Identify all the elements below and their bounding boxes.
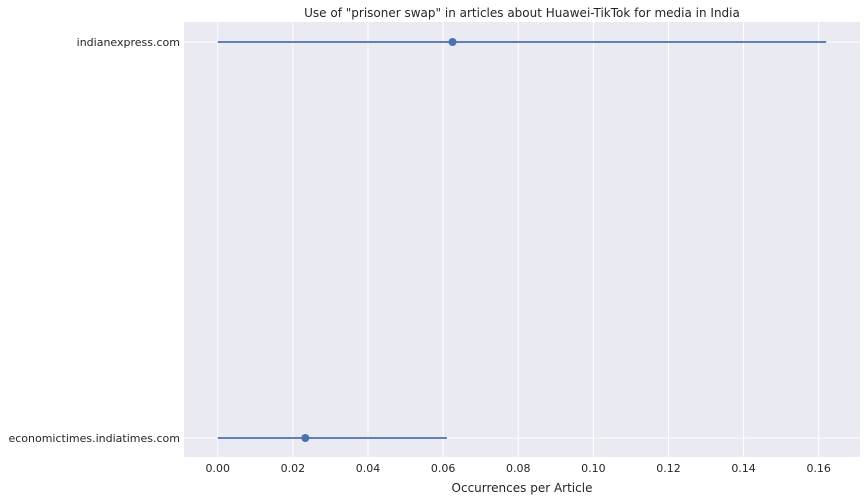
y-tick-label: indianexpress.com [77, 36, 180, 49]
x-axis-ticks: 0.00 0.02 0.04 0.06 0.08 0.10 0.12 0.14 0.16 [206, 462, 831, 475]
plot-area [184, 22, 860, 457]
x-tick-label: 0.08 [506, 462, 531, 475]
x-tick-label: 0.04 [356, 462, 381, 475]
x-tick-label: 0.00 [206, 462, 231, 475]
x-tick-label: 0.02 [281, 462, 306, 475]
x-tick-label: 0.06 [431, 462, 456, 475]
y-tick-label: economictimes.indiatimes.com [8, 432, 180, 445]
x-tick-label: 0.14 [731, 462, 756, 475]
y-axis-ticks: indianexpress.com economictimes.indiatime… [8, 36, 180, 445]
x-tick-label: 0.16 [806, 462, 831, 475]
x-axis-label: Occurrences per Article [452, 481, 593, 495]
x-tick-label: 0.10 [581, 462, 606, 475]
chart-title: Use of "prisoner swap" in articles about… [304, 6, 740, 20]
data-point [301, 434, 310, 442]
data-marks [217, 38, 827, 442]
data-point [448, 38, 457, 46]
x-tick-label: 0.12 [656, 462, 681, 475]
